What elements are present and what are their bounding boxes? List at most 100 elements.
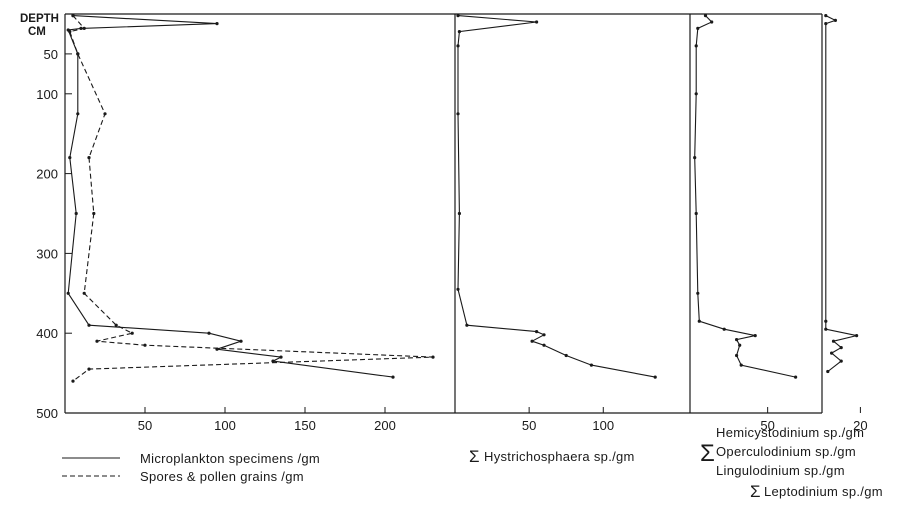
leptodinium-series-1-point-6 — [855, 334, 859, 338]
leptodinium-label-text: Leptodinium sp./gm — [764, 484, 883, 499]
operculodinium-group-series-1-point-13 — [738, 343, 742, 347]
depth-tick-label-50: 50 — [44, 47, 58, 62]
microplankton-x-tick-label-200: 200 — [374, 418, 396, 433]
hystrichosphaera-series-1-point-11 — [530, 339, 534, 343]
hystrichosphaera-series-1-point-12 — [542, 343, 546, 347]
operculodinium-group-series-1-point-4 — [694, 44, 698, 48]
leptodinium-series-1-point-10 — [839, 359, 843, 363]
sum-symbol-leptodinium: Σ — [750, 482, 761, 501]
hystrichosphaera-series-1-point-6 — [457, 211, 461, 216]
microplankton-series-2-point-1 — [71, 14, 75, 18]
series-layer — [66, 14, 859, 383]
hystrichosphaera-series-1-point-10 — [542, 333, 546, 337]
operculodinium-group-series-1-point-12 — [735, 338, 739, 342]
hystrichosphaera-series-1-point-4 — [456, 44, 460, 48]
leptodinium-series-1-point-9 — [830, 351, 834, 355]
operculodinium-group-series-1-point-3 — [696, 26, 700, 30]
hystrichosphaera-series-1-point-15 — [653, 375, 657, 379]
microplankton-series-1-point-9 — [66, 291, 70, 295]
operculodinium-group-series-1-point-2 — [710, 20, 714, 24]
hystrichosphaera-x-tick-label-50: 50 — [522, 418, 536, 433]
microplankton-series-2-point-8 — [82, 291, 86, 295]
leptodinium-series-1-point-11 — [826, 369, 830, 374]
hystrichosphaera-series-1-point-5 — [456, 112, 460, 116]
leptodinium-series-1-point-7 — [831, 339, 836, 343]
microplankton-series-2-line — [69, 15, 434, 382]
hystrichosphaera-series-1-point-13 — [564, 353, 568, 358]
leptodinium-x-tick-label-20: 20 — [853, 418, 867, 433]
hystrichosphaera-x-tick-label-100: 100 — [592, 418, 614, 433]
lingulodinium-label: Lingulodinium sp./gm — [716, 463, 845, 478]
hemicystodinium-label: Hemicystodinium sp./gm — [716, 425, 864, 440]
hystrichosphaera-series-1-point-3 — [457, 30, 461, 34]
microplankton-series-1-point-10 — [87, 323, 91, 327]
microplankton-series-1-point-15 — [271, 359, 275, 363]
microplankton-series-2-point-12 — [143, 343, 147, 347]
depth-tick-label-100: 100 — [36, 87, 58, 102]
operculodinium-group-series-1-point-8 — [696, 291, 700, 295]
hystrichosphaera-series-1-point-2 — [535, 20, 539, 24]
leptodinium-series-1-point-1 — [824, 14, 828, 18]
operculodinium-group-series-1-point-16 — [794, 375, 798, 379]
microplankton-series-2-point-14 — [87, 367, 91, 371]
microplankton-series-2-point-2 — [82, 26, 86, 30]
operculodinium-group-series-1-point-11 — [753, 334, 757, 338]
depth-axis-ticks: 50 100 200 300 400 500 — [36, 47, 72, 421]
legend-spores-label: Spores & pollen grains /gm — [140, 469, 304, 484]
depth-tick-label-300: 300 — [36, 246, 58, 261]
leptodinium-series-1-point-5 — [824, 327, 828, 331]
microplankton-x-tick-label-100: 100 — [214, 418, 236, 433]
leptodinium-series-1-point-3 — [824, 22, 828, 26]
operculodinium-group-series-1-point-6 — [693, 156, 697, 160]
hystrichosphaera-series-1-point-1 — [456, 14, 460, 18]
depth-tick-label-500: 500 — [36, 406, 58, 421]
microplankton-series-2-point-3 — [68, 30, 72, 34]
operculodinium-group-x-tick-label-50: 50 — [760, 418, 774, 433]
microplankton-series-1-point-6 — [76, 112, 80, 116]
depth-tick-label-400: 400 — [36, 326, 58, 341]
operculodinium-group-series-1-line — [694, 15, 796, 378]
hystrichosphaera-series-1-point-8 — [465, 323, 469, 327]
depth-tick-label-200: 200 — [36, 167, 58, 182]
hystrichosphaera-series-1-line — [457, 15, 656, 378]
depth-axis-header-line1: DEPTH — [20, 13, 59, 25]
leptodinium-series-1-line — [825, 15, 857, 372]
operculodinium-group-series-1-point-5 — [694, 92, 698, 96]
leptodinium-series-1-point-2 — [833, 18, 838, 22]
microplankton-series-1-point-8 — [74, 211, 78, 216]
microplankton-series-2-point-5 — [103, 112, 107, 116]
microplankton-x-tick-label-150: 150 — [294, 418, 316, 433]
microplankton-series-2-point-13 — [431, 355, 435, 359]
leptodinium-label: Σ Leptodinium sp./gm — [750, 482, 883, 501]
microplankton-series-2-point-10 — [130, 331, 134, 335]
hystrichosphaera-series-1-point-9 — [535, 330, 539, 334]
legend-spores: Spores & pollen grains /gm — [62, 469, 304, 484]
microplankton-series-2-point-7 — [92, 211, 96, 216]
hystrichosphaera-label: Σ Hystrichosphaera sp./gm — [469, 447, 634, 466]
microplankton-series-2-point-11 — [95, 339, 99, 343]
microplankton-series-1-point-12 — [239, 339, 243, 343]
x-axis-ticks: 50 100 150 200 50 100 50 20 — [138, 407, 868, 433]
microplankton-series-1-line — [67, 15, 394, 378]
microplankton-series-2-point-15 — [71, 379, 75, 383]
hystrichosphaera-series-1-point-7 — [456, 287, 460, 291]
microplankton-series-1-point-7 — [68, 156, 72, 160]
microplankton-series-2-point-4 — [76, 52, 80, 56]
operculodinium-label: Operculodinium sp./gm — [716, 444, 856, 459]
leptodinium-series-1-point-4 — [824, 319, 828, 323]
depth-axis-header-line2: CM — [28, 26, 46, 38]
microplankton-x-tick-label-50: 50 — [138, 418, 152, 433]
microplankton-series-1-point-11 — [207, 331, 211, 335]
operculodinium-group-series-1-point-15 — [739, 363, 743, 367]
hystrichosphaera-series-1-point-14 — [589, 363, 594, 367]
operculodinium-group-series-1-point-10 — [722, 327, 726, 331]
microplankton-series-2-point-6 — [87, 156, 91, 160]
microplankton-series-1-point-2 — [215, 22, 219, 26]
chart-frame — [64, 13, 823, 414]
operculodinium-group-series-1-point-7 — [694, 211, 698, 216]
legend-microplankton-label: Microplankton specimens /gm — [140, 451, 320, 466]
operculodinium-group-series-1-point-1 — [703, 14, 708, 18]
microplankton-series-1-point-14 — [279, 355, 283, 359]
operculodinium-group-label: Hemicystodinium sp./gm Σ Operculodinium … — [700, 425, 864, 478]
